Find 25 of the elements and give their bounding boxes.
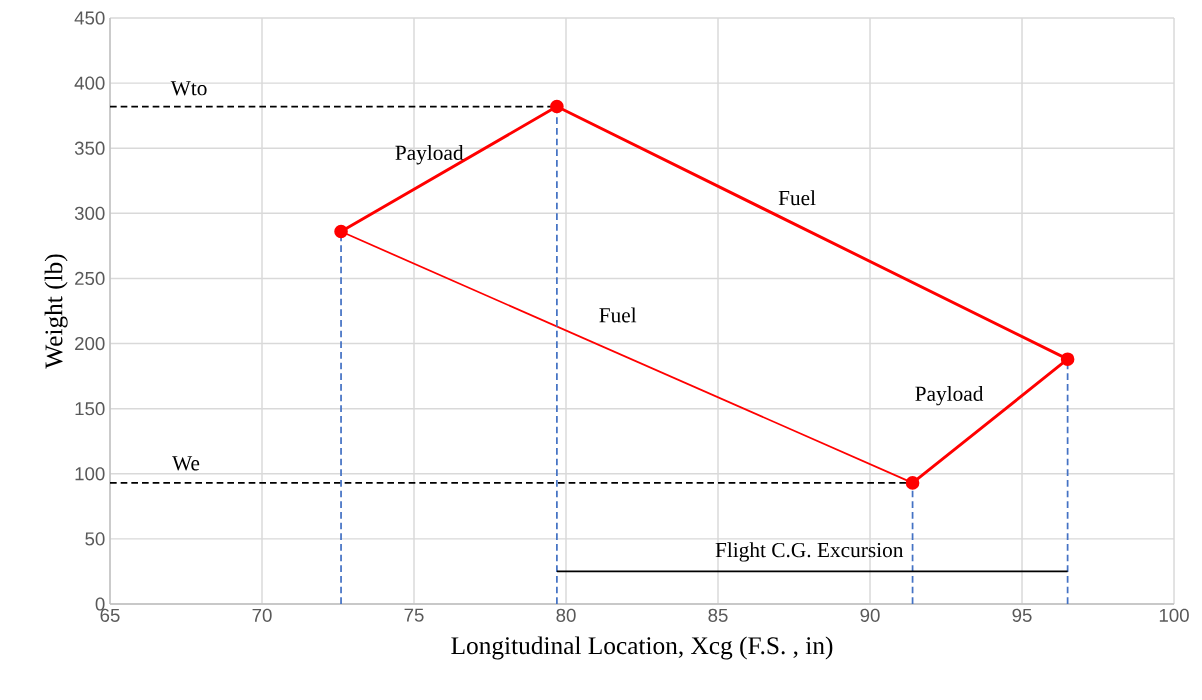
annotation: Fuel <box>778 190 816 206</box>
y-tick-label: 200 <box>75 336 105 351</box>
y-tick-label: 50 <box>85 532 105 546</box>
y-tick-label: 350 <box>74 141 105 155</box>
annotation: Flight C.G. Excursion <box>715 542 904 562</box>
annotation: Payload <box>915 385 984 406</box>
annotation: We <box>172 456 200 471</box>
x-tick-label: 70 <box>252 608 272 622</box>
annotation: Fuel <box>599 307 637 323</box>
y-tick-label: 300 <box>74 206 105 220</box>
x-tick-label: 75 <box>404 608 424 622</box>
x-tick-label: 85 <box>708 608 728 622</box>
y-tick-label: 100 <box>75 467 105 481</box>
y-tick-label: 400 <box>74 76 105 90</box>
x-axis-title: Longitudinal Location, Xcg (F.S. , in) <box>451 636 833 660</box>
y-tick-label: 250 <box>75 271 105 286</box>
x-tick-label: 90 <box>860 608 880 622</box>
annotation: Payload <box>395 145 464 165</box>
y-axis-title: Weight (lb) <box>44 254 68 369</box>
y-tick-label: 450 <box>74 11 105 25</box>
y-tick-label: 150 <box>75 402 105 416</box>
x-tick-label: 100 <box>1159 608 1189 622</box>
x-tick-label: 95 <box>1012 608 1032 622</box>
x-tick-label: 80 <box>556 608 576 622</box>
annotation: Wto <box>170 81 207 96</box>
